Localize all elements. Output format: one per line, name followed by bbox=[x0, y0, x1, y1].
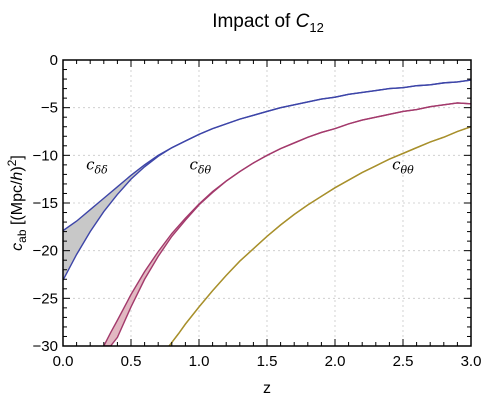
series-labels: cδδ cδθ cθθ bbox=[86, 156, 414, 177]
x-tick-label: 1.5 bbox=[257, 353, 278, 370]
x-tick-label: 0.5 bbox=[121, 353, 142, 370]
x-axis-title: z bbox=[263, 380, 271, 397]
y-tick-label: −30 bbox=[33, 338, 58, 355]
x-tick-label: 3.0 bbox=[461, 353, 482, 370]
band-upper-line bbox=[103, 102, 471, 346]
x-tick-label: 2.5 bbox=[393, 353, 414, 370]
y-tick-label: −25 bbox=[33, 290, 58, 307]
y-tick-label: −15 bbox=[33, 195, 58, 212]
chart-title: Impact of C12 bbox=[212, 11, 324, 35]
x-tick-label: 2.0 bbox=[325, 353, 346, 370]
plot-frame bbox=[62, 59, 472, 347]
plot-area bbox=[63, 79, 471, 346]
y-tick-label: −20 bbox=[33, 243, 58, 260]
y-tick-label: 0 bbox=[50, 52, 58, 69]
band-upper-line bbox=[168, 126, 471, 346]
x-tick-label: 1.0 bbox=[189, 353, 210, 370]
band-lower-line bbox=[63, 79, 471, 281]
band-fill bbox=[103, 102, 471, 346]
x-tick-label: 0.0 bbox=[53, 353, 74, 370]
y-tick-label: −10 bbox=[33, 147, 58, 164]
y-tick-label: −5 bbox=[41, 100, 58, 117]
series-label: cδθ bbox=[189, 156, 211, 177]
band-lower-line bbox=[168, 126, 471, 346]
band-fill bbox=[169, 126, 471, 346]
band-lower-line bbox=[103, 102, 471, 346]
y-axis-title: cab [(Mpc/h)2] bbox=[5, 155, 29, 251]
tick-labels: 0.0 0.5 1.0 1.5 2.0 2.5 3.0 0 −5 −10 −15 −20 −25 −30 bbox=[33, 52, 482, 370]
grid bbox=[63, 60, 471, 346]
series-label: cδδ bbox=[86, 156, 108, 177]
series-label: cθθ bbox=[392, 156, 414, 177]
